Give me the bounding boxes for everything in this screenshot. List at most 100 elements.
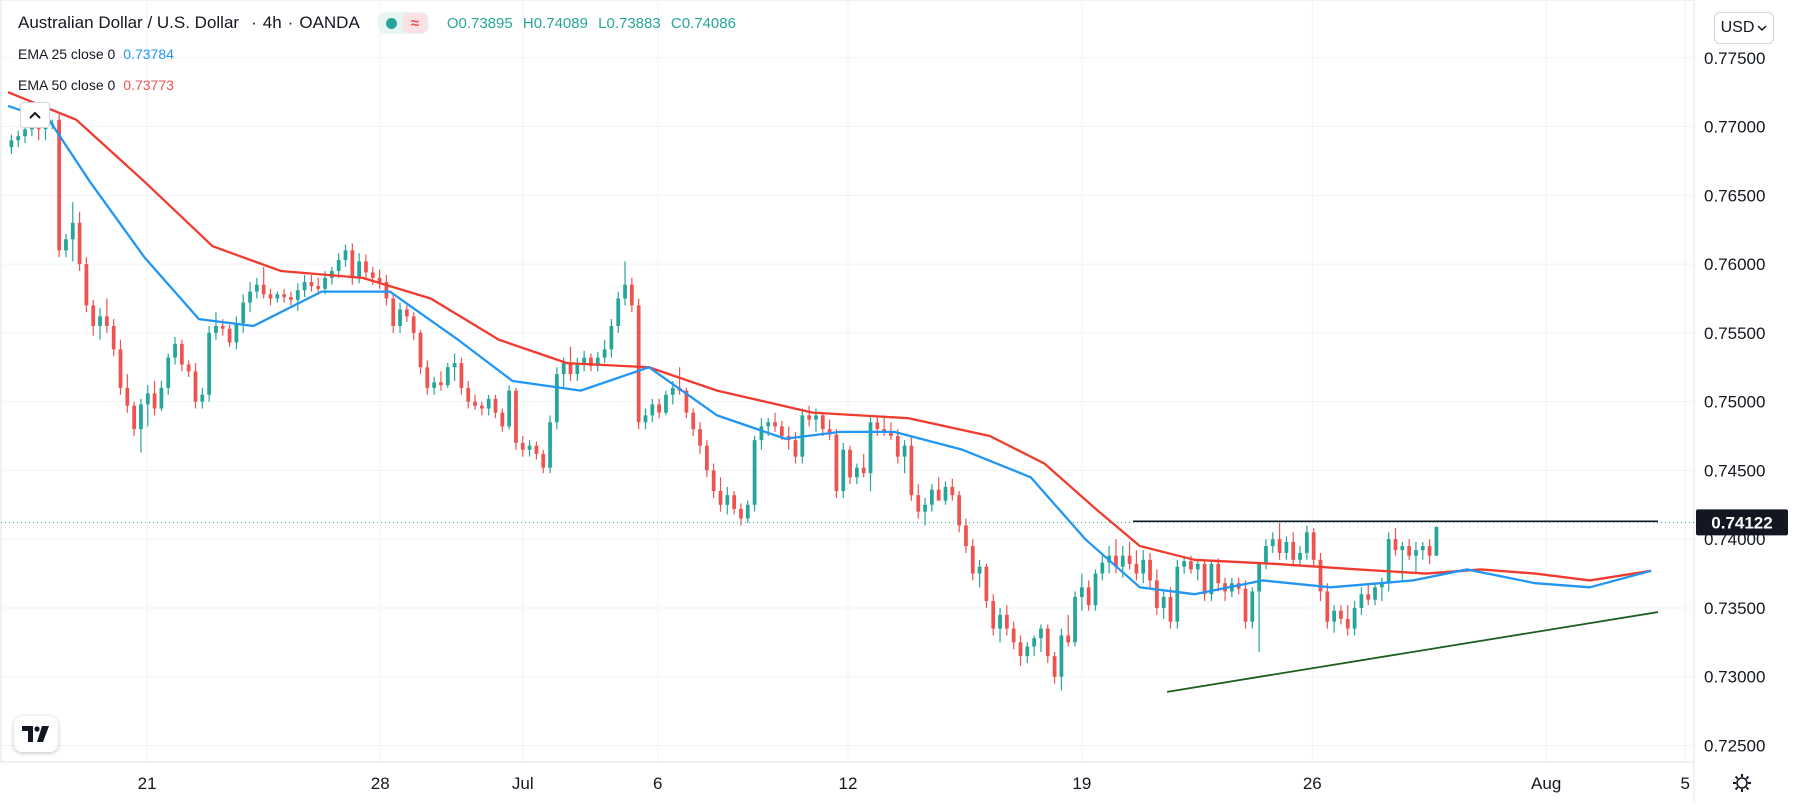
chevron-up-icon	[29, 111, 41, 119]
candle-down	[827, 419, 832, 441]
candle-body	[1182, 561, 1187, 567]
candle-up	[248, 281, 252, 313]
candle-body	[943, 486, 948, 501]
candle-body	[473, 401, 477, 406]
currency-selector[interactable]: USD	[1714, 12, 1774, 44]
candle-up	[1025, 642, 1030, 663]
candle-body	[698, 429, 702, 446]
candle-body	[309, 281, 314, 287]
candle-body	[732, 495, 737, 509]
candle-down	[459, 357, 464, 395]
interval-label[interactable]: 4h	[262, 13, 282, 32]
candle-up	[241, 294, 246, 333]
ema25-line	[7, 104, 1652, 596]
candle-body	[1045, 628, 1050, 657]
candle-body	[302, 281, 307, 291]
wave-icon: ≈	[402, 13, 427, 33]
candle-body	[1168, 596, 1173, 622]
candle-up	[1182, 555, 1187, 574]
candle-down	[916, 484, 921, 519]
candle-up	[139, 398, 143, 453]
candle-body	[186, 364, 191, 372]
candle-up	[214, 312, 218, 340]
candle-body	[1250, 591, 1255, 622]
candle-down	[404, 305, 409, 322]
tradingview-logo-icon[interactable]	[14, 716, 58, 752]
y-tick-label: 0.76500	[1704, 186, 1765, 205]
candle-body	[84, 264, 89, 306]
candle-body	[1202, 563, 1207, 595]
candle-body	[1325, 591, 1330, 622]
candle-body	[254, 284, 259, 292]
candle-body	[609, 325, 614, 350]
candle-down	[1066, 614, 1071, 647]
candle-up	[254, 277, 259, 299]
candle-up	[207, 325, 212, 402]
candle-down	[384, 275, 389, 306]
candle-body	[77, 222, 82, 265]
candle-body	[227, 328, 232, 343]
candle-up	[64, 233, 68, 258]
candle-body	[670, 387, 675, 395]
candle-up	[582, 350, 587, 372]
candle-body	[773, 422, 777, 427]
candle-body	[998, 614, 1002, 629]
candle-body	[98, 316, 102, 326]
market-status[interactable]: ≈	[377, 12, 429, 34]
candle-body	[616, 298, 621, 326]
x-tick-label: 6	[653, 774, 662, 793]
candle-body	[1073, 596, 1077, 643]
candle-down	[711, 463, 716, 498]
candle-body	[1434, 526, 1439, 556]
candle-body	[1079, 587, 1084, 597]
candle-body	[1393, 539, 1398, 551]
symbol-title[interactable]: Australian Dollar / U.S. Dollar	[18, 13, 240, 32]
candle-down	[957, 491, 962, 533]
candle-body	[275, 294, 280, 299]
ema25-legend[interactable]: EMA 25 close 0 0.73784	[18, 46, 174, 62]
candle-body	[268, 294, 273, 299]
candle-down	[1407, 539, 1412, 560]
candle-up	[1073, 591, 1077, 647]
candle-up	[745, 500, 750, 523]
candle-down	[466, 381, 471, 409]
candle-down	[718, 477, 723, 512]
candle-up	[98, 308, 102, 340]
candle-body	[575, 363, 580, 375]
candle-up	[336, 253, 341, 278]
candle-down	[629, 277, 634, 313]
candle-body	[841, 449, 846, 492]
candle-up	[1373, 583, 1377, 606]
candle-body	[1086, 587, 1091, 606]
candle-body	[882, 429, 887, 432]
candle-down	[309, 275, 314, 292]
last-price-label: 0.74122	[1711, 513, 1772, 532]
time-axis[interactable]: 21 28 Jul 6 12 19 26 Aug 5	[138, 774, 1690, 793]
candle-body	[1414, 550, 1418, 556]
candle-down	[439, 371, 443, 391]
candle-body	[691, 412, 696, 430]
candle-body	[1148, 559, 1152, 581]
candle-down	[1045, 624, 1050, 663]
logo-mark	[22, 726, 49, 742]
low-value: L0.73883	[598, 14, 661, 32]
gear-icon[interactable]	[1731, 772, 1753, 794]
candle-body	[445, 367, 450, 386]
price-axis[interactable]: 0.725000.730000.735000.740000.745000.750…	[1704, 49, 1765, 756]
collapse-legend-button[interactable]	[20, 102, 50, 128]
candle-body	[1025, 646, 1030, 657]
candle-body	[527, 445, 532, 450]
candle-body	[991, 601, 996, 629]
candle-body	[561, 363, 566, 375]
candle-body	[779, 426, 784, 437]
ema50-legend[interactable]: EMA 50 close 0 0.73773	[18, 77, 174, 93]
candle-body	[916, 495, 921, 512]
candle-up	[725, 486, 730, 515]
candle-body	[854, 467, 859, 478]
candle-body	[1120, 555, 1125, 567]
candle-body	[827, 429, 832, 435]
candle-up	[166, 353, 171, 395]
candle-body	[125, 387, 130, 406]
